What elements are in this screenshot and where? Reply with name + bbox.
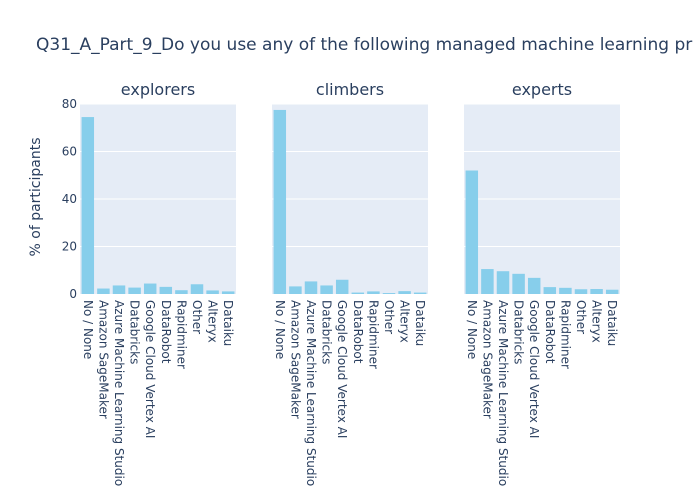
x-tick-label: Amazon SageMaker xyxy=(96,300,110,419)
subplot-title: experts xyxy=(512,80,572,99)
x-tick-label: No / None xyxy=(81,300,95,359)
x-tick-label: Alteryx xyxy=(206,300,220,343)
bar xyxy=(351,292,365,294)
bar xyxy=(175,290,188,294)
x-tick-label: Amazon SageMaker xyxy=(288,300,302,419)
panel-explorers: explorers No / None Amazon SageMaker Azure … xyxy=(62,80,236,486)
x-tick-label: Alteryx xyxy=(590,300,604,343)
x-tick-label: Databricks xyxy=(320,300,334,364)
x-tick-label: DataRobot xyxy=(543,300,557,364)
bar xyxy=(413,292,427,294)
x-tick-label: Databricks xyxy=(128,300,142,364)
chart-title: Q31_A_Part_9_Do you use any of the follo… xyxy=(36,35,692,55)
bar xyxy=(496,271,510,294)
bar xyxy=(398,291,411,294)
x-tick-label: Azure Machine Learning Studio xyxy=(304,300,318,486)
bar xyxy=(512,273,525,294)
bar xyxy=(143,283,157,294)
x-tick-label: Dataiku xyxy=(605,300,619,346)
y-tick-label: 60 xyxy=(62,145,77,159)
panel-experts: experts No / None Amazon SageMaker Azure Ma… xyxy=(464,80,620,486)
bar xyxy=(112,285,126,294)
y-tick-label: 0 xyxy=(69,287,77,301)
bar xyxy=(543,287,557,294)
bar xyxy=(206,290,219,294)
bar xyxy=(559,287,572,294)
x-tick-label: Google Cloud Vertex AI xyxy=(335,300,349,438)
bar xyxy=(465,170,479,294)
x-tick-label: No / None xyxy=(465,300,479,359)
x-tick-label: Other xyxy=(190,300,204,334)
bar xyxy=(367,291,380,294)
subplot-title: climbers xyxy=(316,80,384,99)
subplot-title: explorers xyxy=(121,80,195,99)
y-tick-label: 40 xyxy=(62,192,77,206)
bar xyxy=(527,277,541,294)
x-tick-label: Rapidminer xyxy=(366,300,380,369)
bar xyxy=(128,287,141,294)
x-tick-label: Dataiku xyxy=(221,300,235,346)
x-tick-label: Databricks xyxy=(512,300,526,364)
y-tick-label: 20 xyxy=(62,240,77,254)
x-tick-label: Rapidminer xyxy=(558,300,572,369)
bar xyxy=(590,289,603,294)
bar xyxy=(273,109,287,294)
bar xyxy=(304,281,318,294)
x-tick-label: No / None xyxy=(273,300,287,359)
y-tick-label: 80 xyxy=(62,97,77,111)
bar xyxy=(81,117,95,294)
bar xyxy=(320,285,333,294)
bar xyxy=(289,286,302,294)
x-tick-label: DataRobot xyxy=(159,300,173,364)
x-tick-label: Rapidminer xyxy=(174,300,188,369)
x-tick-label: Alteryx xyxy=(398,300,412,343)
x-tick-label: Other xyxy=(382,300,396,334)
x-tick-label: Azure Machine Learning Studio xyxy=(112,300,126,486)
x-tick-label: Amazon SageMaker xyxy=(480,300,494,419)
bar xyxy=(335,279,349,294)
bar xyxy=(221,291,235,294)
bar xyxy=(481,269,494,294)
bar xyxy=(190,284,204,294)
x-tick-label: DataRobot xyxy=(351,300,365,364)
bar xyxy=(574,289,588,294)
x-tick-label: Other xyxy=(574,300,588,334)
bar xyxy=(605,289,619,294)
bar xyxy=(97,288,110,294)
x-tick-label: Google Cloud Vertex AI xyxy=(143,300,157,438)
x-tick-label: Azure Machine Learning Studio xyxy=(496,300,510,486)
y-axis-label: % of participants xyxy=(28,137,44,256)
bar xyxy=(382,293,396,294)
bar xyxy=(159,286,173,294)
x-tick-label: Dataiku xyxy=(413,300,427,346)
x-tick-label: Google Cloud Vertex AI xyxy=(527,300,541,438)
panel-climbers: climbers No / None Amazon SageMaker Azure M… xyxy=(272,80,428,486)
